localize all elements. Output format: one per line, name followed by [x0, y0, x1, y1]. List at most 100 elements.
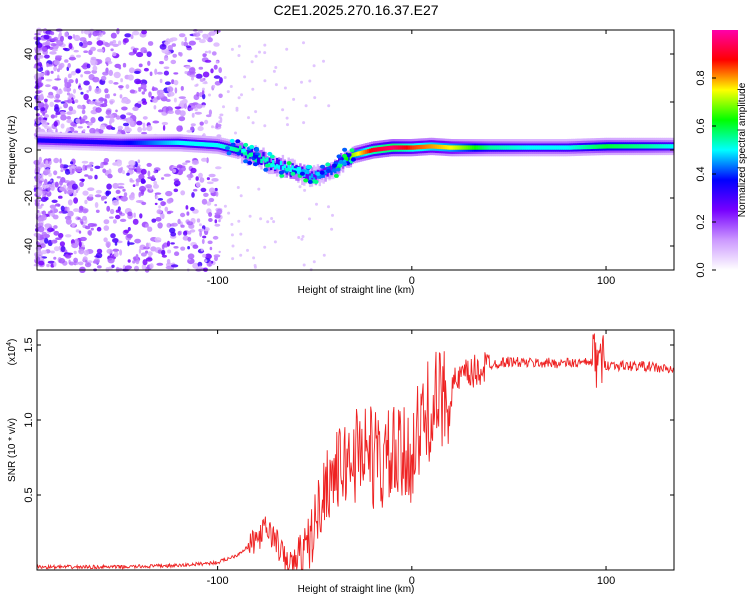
noise-point [153, 184, 159, 189]
noise-point [102, 71, 109, 76]
ridge-blob [284, 167, 290, 172]
noise-point [202, 93, 206, 100]
noise-point [194, 111, 202, 115]
noise-point [53, 99, 62, 103]
noise-point [96, 37, 101, 41]
ridge-segment [437, 144, 440, 149]
ridge-blob [335, 167, 341, 172]
noise-point [266, 220, 270, 224]
ridge-segment [219, 143, 222, 149]
noise-point [60, 35, 64, 42]
ridge-blob [226, 151, 232, 156]
noise-point [123, 229, 130, 234]
noise-point [81, 178, 85, 183]
noise-point [211, 125, 214, 129]
noise-point [206, 201, 212, 206]
noise-point [178, 116, 186, 122]
noise-point [83, 29, 91, 35]
noise-point [162, 124, 166, 131]
noise-point [40, 203, 44, 207]
ridge-blob [331, 168, 337, 173]
ridge-segment [396, 145, 399, 150]
noise-point [283, 86, 287, 90]
noise-point [195, 37, 201, 41]
x-tick-label: 0 [409, 275, 415, 287]
noise-point [38, 226, 45, 233]
noise-point [71, 223, 75, 228]
noise-point [157, 249, 162, 254]
noise-point [58, 106, 62, 110]
noise-point [185, 45, 192, 48]
ridge-segment [549, 145, 553, 150]
ridge-blob [336, 154, 342, 159]
ridge-blob [319, 170, 325, 175]
noise-point [82, 190, 89, 196]
noise-point [167, 110, 174, 114]
ridge-segment [99, 140, 102, 145]
ridge-blob [225, 146, 230, 151]
noise-point [103, 158, 110, 163]
ridge-segment [450, 145, 454, 150]
ridge-segment [670, 144, 673, 149]
noise-point [303, 188, 307, 192]
noise-point [78, 261, 84, 266]
noise-point [47, 187, 51, 192]
noise-point [47, 260, 55, 264]
ridge-segment [106, 140, 110, 145]
noise-point [185, 160, 191, 163]
noise-point [171, 43, 176, 47]
ridge-segment [369, 148, 372, 153]
noise-point [231, 257, 235, 261]
noise-point [82, 244, 85, 248]
noise-point [239, 194, 243, 198]
noise-point [258, 50, 261, 54]
noise-point [272, 220, 276, 224]
ridge-segment [200, 142, 203, 147]
noise-point [103, 225, 110, 231]
ridge-segment [446, 145, 450, 150]
noise-point [230, 222, 234, 226]
noise-point [115, 214, 121, 220]
noise-point [53, 246, 60, 252]
noise-point [145, 184, 153, 189]
noise-point [74, 168, 82, 172]
snr-marks [36, 333, 675, 571]
noise-point [214, 223, 221, 227]
noise-point [185, 65, 191, 69]
noise-point [145, 242, 149, 248]
ridge-segment [149, 140, 152, 145]
noise-point [54, 181, 59, 188]
snr-multiplier: (x104) [6, 339, 18, 366]
noise-point [252, 256, 256, 260]
noise-point [94, 202, 99, 208]
noise-point [204, 259, 208, 263]
noise-point [218, 67, 222, 74]
noise-point [188, 107, 194, 111]
ridge-blob [263, 167, 269, 172]
noise-point [304, 104, 308, 108]
ridge-segment [402, 145, 405, 150]
ridge-segment [151, 140, 154, 145]
ridge-segment [272, 160, 275, 165]
ridge-segment [573, 145, 576, 150]
noise-point [122, 122, 130, 127]
noise-point [208, 31, 216, 36]
noise-point [208, 50, 212, 54]
noise-point [330, 227, 334, 231]
noise-point [110, 233, 116, 239]
ridge-segment [345, 152, 349, 161]
ridge-segment [171, 140, 174, 145]
noise-point [184, 36, 187, 43]
ridge-segment [487, 145, 490, 150]
ridge-segment [176, 140, 180, 145]
noise-point [55, 93, 61, 99]
ridge-segment [641, 144, 644, 149]
ridge-segment [433, 144, 436, 149]
ridge-segment [242, 150, 246, 155]
noise-point [51, 239, 58, 244]
ridge-blob [286, 161, 292, 166]
ridge-segment [458, 145, 461, 150]
noise-point [106, 93, 110, 99]
noise-point [198, 265, 202, 269]
spectrogram-marks [33, 27, 675, 273]
